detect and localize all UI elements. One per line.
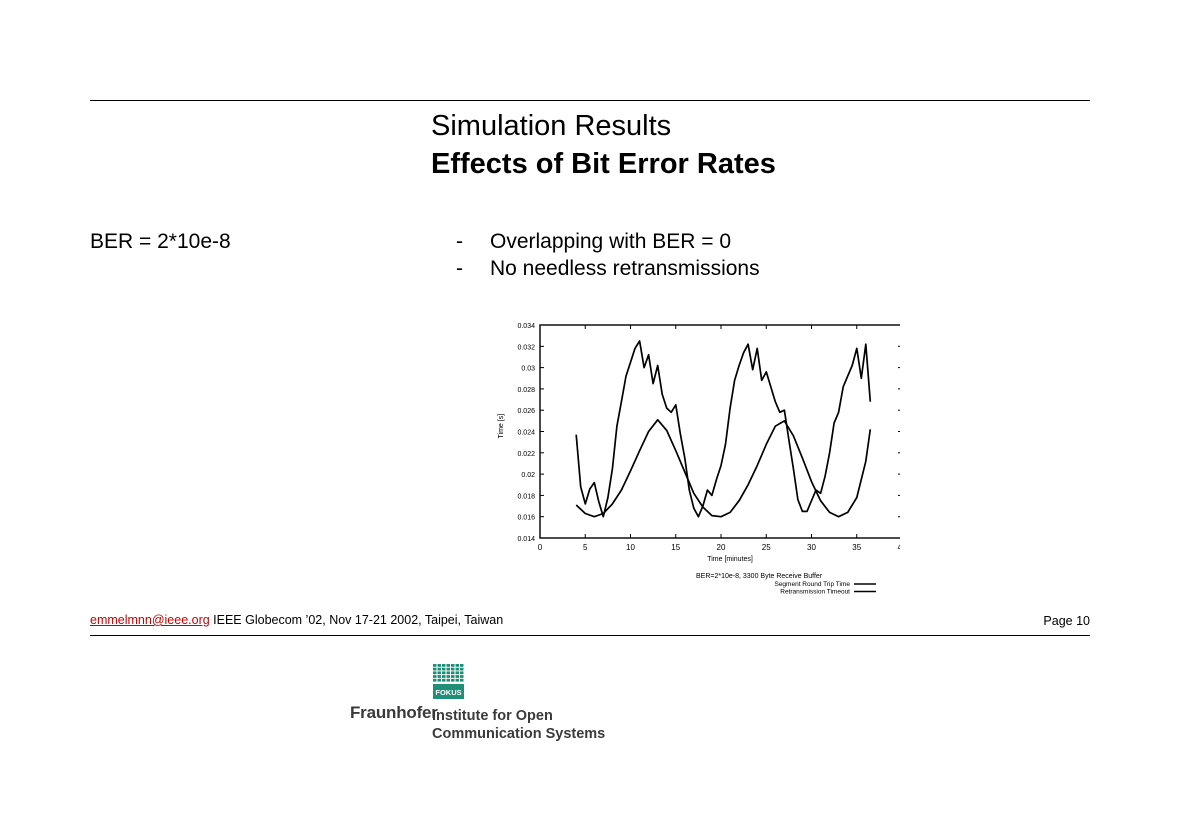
- logo-grid-cell: [451, 678, 455, 682]
- footer-info: emmelmnn@ieee.org IEEE Globecom ’02, Nov…: [90, 613, 503, 627]
- legend-entry-label: Retransmission Timeout: [780, 589, 850, 596]
- rtt-chart: 0 5 10 15 20 25 30 35 40 0.014 0.016 0.018 0.02 0.022…: [498, 323, 900, 596]
- institute-name-line-1: Institute for Open: [432, 708, 553, 724]
- logo-grid-cell: [437, 675, 441, 678]
- y-tick-label: 0.014: [517, 536, 535, 543]
- series-line-1: [575, 340, 872, 518]
- bullet-dash: -: [456, 257, 463, 280]
- x-tick-label: 40: [898, 543, 900, 552]
- logo-grid-cell: [442, 664, 446, 667]
- x-tick-label: 30: [807, 543, 816, 552]
- slide-title: Simulation Results: [431, 110, 672, 142]
- fraunhofer-logo-text: Fraunhofer: [350, 703, 438, 722]
- logo-grid-cell: [437, 667, 441, 671]
- logo-grid-cell: [446, 671, 450, 675]
- logo-grid-cell: [451, 675, 455, 678]
- bullet-dash: -: [456, 230, 463, 253]
- plot-frame: [539, 324, 900, 539]
- logo-grid-cell: [437, 664, 441, 667]
- x-tick-label: 15: [671, 543, 680, 552]
- top-divider: [90, 100, 1090, 101]
- bullet-item: - No needless retransmissions: [456, 255, 760, 283]
- fokus-badge-text: FOKUS: [435, 688, 461, 697]
- bullet-item: - Overlapping with BER = 0: [456, 228, 731, 256]
- logo-grid-cell: [442, 678, 446, 682]
- y-tick-label: 0.018: [517, 493, 535, 500]
- y-tick-label: 0.028: [517, 387, 535, 394]
- logo-grid-cell: [437, 678, 441, 682]
- x-tick-label: 35: [852, 543, 861, 552]
- logo-grid-cell: [460, 675, 464, 678]
- logo-grid-cell: [460, 678, 464, 682]
- logo-grid-cell: [433, 675, 437, 678]
- y-tick-label: 0.034: [517, 323, 535, 330]
- x-tick-label: 10: [626, 543, 635, 552]
- y-tick-label: 0.032: [517, 344, 535, 351]
- logo-grid-cell: [437, 671, 441, 675]
- logo-grid-cell: [442, 667, 446, 671]
- x-axis-label: Time [minutes]: [707, 556, 753, 563]
- logo-grid-cell: [460, 667, 464, 671]
- fokus-grid-icon: [433, 664, 464, 682]
- logo-grid-cell: [455, 667, 459, 671]
- y-tick-label: 0.016: [517, 515, 535, 522]
- fokus-badge: [433, 684, 464, 699]
- bullet-text: No needless retransmissions: [490, 257, 760, 280]
- x-tick-label: 25: [762, 543, 771, 552]
- y-tick-label: 0.022: [517, 451, 535, 458]
- ber-label: BER = 2*10e-8: [90, 230, 231, 253]
- legend-title: BER=2*10e-8, 3300 Byte Receive Buffer: [696, 573, 823, 580]
- x-tick-label: 5: [583, 543, 588, 552]
- y-axis-label: Time [s]: [498, 414, 505, 439]
- y-tick-label: 0.03: [521, 366, 535, 373]
- logo-grid-cell: [451, 664, 455, 667]
- y-tick-label: 0.02: [521, 472, 535, 479]
- page-number: Page 10: [1043, 614, 1090, 628]
- bullet-text: Overlapping with BER = 0: [490, 230, 732, 253]
- slide-subtitle: Effects of Bit Error Rates: [431, 148, 776, 180]
- logo-grid-cell: [442, 671, 446, 675]
- logo-grid-cell: [455, 664, 459, 667]
- logo-grid-cell: [455, 678, 459, 682]
- logo-grid-cell: [433, 664, 437, 667]
- bottom-divider: [90, 635, 1090, 636]
- logo-grid-cell: [460, 671, 464, 675]
- logo-grid-cell: [460, 664, 464, 667]
- x-tick-label: 20: [717, 543, 726, 552]
- x-tick-label: 0: [538, 543, 543, 552]
- logo-grid-cell: [446, 664, 450, 667]
- series-line-2: [575, 418, 872, 518]
- logo-grid-cell: [446, 667, 450, 671]
- logo-grid-cell: [451, 667, 455, 671]
- logo-grid-cell: [433, 671, 437, 675]
- logo-grid-cell: [433, 667, 437, 671]
- logo-grid-cell: [442, 675, 446, 678]
- legend-entry-label: Segment Round Trip Time: [774, 581, 850, 588]
- fokus-logo-icon: FOKUS: [433, 664, 464, 699]
- logo-grid-cell: [451, 671, 455, 675]
- institute-name-line-2: Communication Systems: [432, 726, 606, 742]
- logo-grid-cell: [446, 675, 450, 678]
- logo-grid-cell: [433, 678, 437, 682]
- logo-grid-cell: [446, 678, 450, 682]
- y-tick-label: 0.024: [517, 430, 535, 437]
- footer-email-link[interactable]: emmelmnn@ieee.org: [90, 613, 210, 627]
- footer-conference: IEEE Globecom ’02, Nov 17-21 2002, Taipe…: [209, 613, 504, 627]
- logo-grid-cell: [455, 671, 459, 675]
- logo-grid-cell: [455, 675, 459, 678]
- y-tick-label: 0.026: [517, 408, 535, 415]
